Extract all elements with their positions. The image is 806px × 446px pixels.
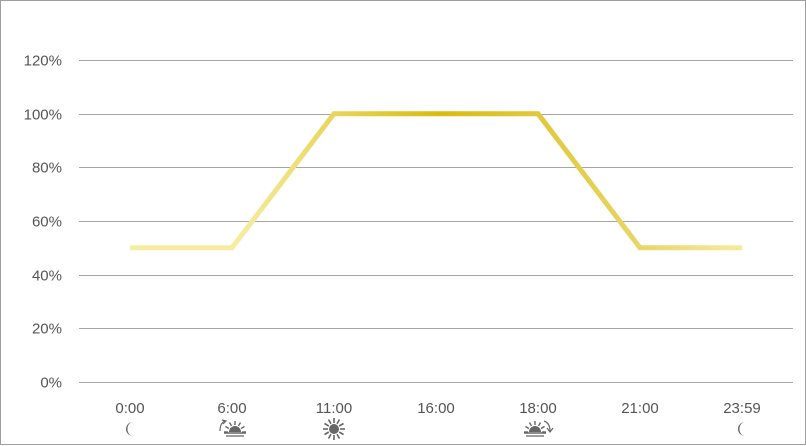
- moon-icon: [126, 422, 133, 436]
- series-layer: [130, 114, 742, 248]
- y-tick-label: 0%: [40, 375, 62, 392]
- x-tick-label: 0:00: [115, 400, 144, 417]
- y-tick-label: 40%: [32, 268, 62, 285]
- y-tick-label: 20%: [32, 321, 62, 338]
- series-line: [130, 114, 742, 248]
- y-axis-tick-labels: 0% 20% 40% 60% 80% 100% 120%: [24, 53, 62, 392]
- y-tick-label: 80%: [32, 160, 62, 177]
- x-tick-label: 18:00: [519, 400, 557, 417]
- x-tick-label: 6:00: [217, 400, 246, 417]
- y-tick-label: 60%: [32, 214, 62, 231]
- sunrise-icon: [220, 420, 246, 436]
- sunset-icon: [524, 421, 553, 436]
- grid-lines: [79, 61, 793, 383]
- x-tick-label: 23:59: [723, 400, 761, 417]
- moon-icon: [738, 422, 745, 436]
- sun-icon: [323, 418, 345, 440]
- y-tick-label: 120%: [24, 53, 62, 70]
- x-tick-label: 11:00: [316, 400, 352, 417]
- x-tick-label: 21:00: [621, 400, 659, 417]
- x-tick-label: 16:00: [417, 400, 455, 417]
- x-axis-icons: [126, 418, 745, 440]
- x-axis-tick-labels: 0:00 6:00 11:00 16:00 18:00 21:00 23:59: [115, 400, 760, 417]
- y-tick-label: 100%: [24, 107, 62, 124]
